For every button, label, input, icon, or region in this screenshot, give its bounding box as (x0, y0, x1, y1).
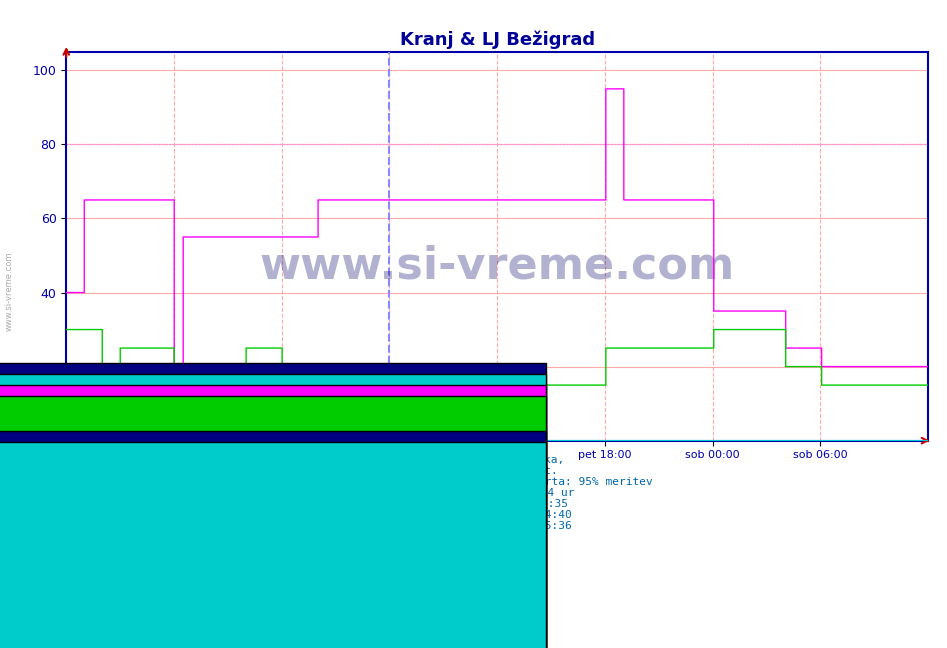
Text: Osveženo: 2024-09-07 08:14:40: Osveženo: 2024-09-07 08:14:40 (376, 511, 571, 520)
Text: navpična črta - razdelek 24 ur: navpična črta - razdelek 24 ur (372, 488, 575, 498)
Text: Slovenija / kakovost zraka,: Slovenija / kakovost zraka, (383, 456, 564, 465)
Text: Izrisano: 2024-09-07 08:15:36: Izrisano: 2024-09-07 08:15:36 (376, 522, 571, 531)
Text: www.si-vreme.com: www.si-vreme.com (259, 244, 735, 287)
Text: sedaj:    min.:   povpr.:    maks.:   LJ Bežigrad: sedaj: min.: povpr.: maks.: LJ Bežigrad (28, 612, 348, 622)
Text: 0        0        0         0: 0 0 0 0 (28, 634, 247, 644)
Text: zadnja dva dni / 5 minut.: zadnja dva dni / 5 minut. (389, 467, 558, 476)
Text: SO2[ppm]: SO2[ppm] (265, 555, 321, 565)
Text: sedaj:    min.:   povpr.:    maks.:   Kranj: sedaj: min.: povpr.: maks.: Kranj (28, 544, 310, 554)
Text: CO[ppm]: CO[ppm] (265, 634, 315, 644)
Text: NO2[ppm]: NO2[ppm] (265, 588, 321, 598)
Text: CO[ppm]: CO[ppm] (265, 566, 315, 576)
Text: -nan     -nan     -nan      -nan: -nan -nan -nan -nan (28, 588, 247, 598)
Text: Meritve: trenutne  Enote: metrične  Črta: 95% meritev: Meritve: trenutne Enote: metrične Črta: … (295, 478, 652, 487)
Text: ZGODOVINSKE IN TRENUTNE VREDNOSTI: ZGODOVINSKE IN TRENUTNE VREDNOSTI (28, 533, 235, 543)
Text: Veljavnost: 2024-09-07 07:35: Veljavnost: 2024-09-07 07:35 (379, 500, 568, 509)
Title: Kranj & LJ Bežigrad: Kranj & LJ Bežigrad (400, 30, 595, 49)
Text: O3[ppm]: O3[ppm] (265, 577, 315, 587)
Text: -nan     -nan     -nan      -nan: -nan -nan -nan -nan (28, 566, 247, 576)
Text: -nan     -nan     -nan      -nan: -nan -nan -nan -nan (28, 577, 247, 587)
Text: -nan     -nan     -nan      -nan: -nan -nan -nan -nan (28, 623, 247, 633)
Text: SO2[ppm]: SO2[ppm] (265, 623, 321, 633)
Text: -nan     -nan     -nan      -nan: -nan -nan -nan -nan (28, 555, 247, 565)
Text: www.si-vreme.com: www.si-vreme.com (5, 252, 14, 331)
Text: ZGODOVINSKE IN TRENUTNE VREDNOSTI: ZGODOVINSKE IN TRENUTNE VREDNOSTI (28, 601, 235, 611)
